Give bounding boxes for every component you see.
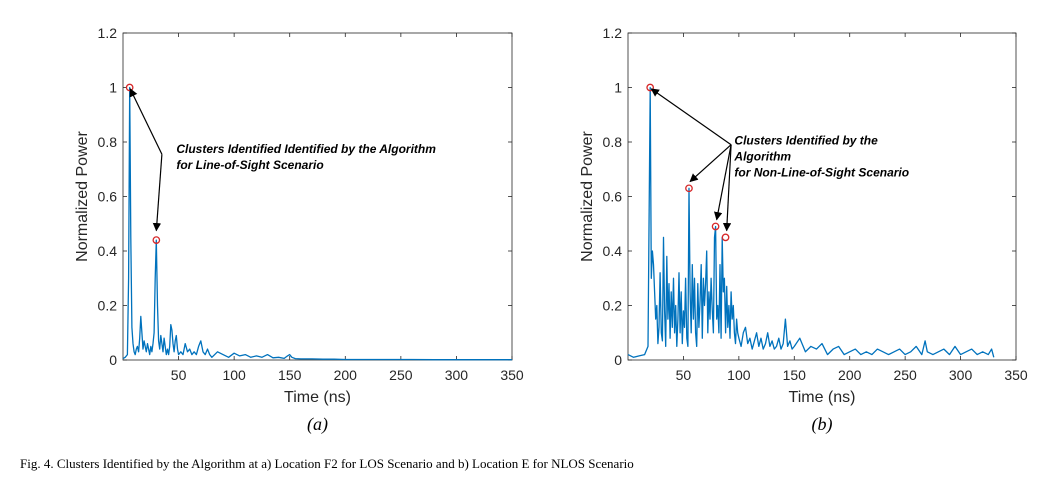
y-tick-label: 1.2 bbox=[98, 25, 118, 41]
plot-area bbox=[122, 32, 513, 361]
y-tick-label: 1 bbox=[614, 80, 622, 96]
y-axis-label: Normalized Power bbox=[579, 130, 596, 261]
x-tick-label: 50 bbox=[171, 367, 187, 383]
subfigure-label: (b) bbox=[812, 414, 833, 435]
x-tick-label: 350 bbox=[500, 367, 524, 383]
y-tick-label: 0.6 bbox=[603, 189, 623, 205]
annotation-arrow bbox=[689, 144, 732, 183]
subfigure-label: (a) bbox=[307, 414, 328, 435]
y-axis-label: Normalized Power bbox=[74, 130, 91, 261]
peak-marker bbox=[125, 83, 134, 92]
x-tick-label: 200 bbox=[334, 367, 358, 383]
y-tick-label: 0.8 bbox=[98, 134, 118, 150]
annotation-arrow bbox=[722, 144, 732, 232]
peak-marker bbox=[646, 83, 655, 92]
peak-marker bbox=[721, 233, 730, 242]
annotation-arrow bbox=[152, 154, 163, 232]
annotation-text: for Line-of-Sight Scenario bbox=[176, 158, 323, 172]
annotation-arrow bbox=[713, 144, 732, 221]
y-tick-label: 0.4 bbox=[603, 243, 623, 259]
annotation-arrow bbox=[650, 88, 732, 146]
x-axis-label: Time (ns) bbox=[789, 389, 856, 406]
y-tick-label: 0.8 bbox=[603, 134, 623, 150]
peak-marker bbox=[711, 222, 720, 231]
series-line bbox=[122, 86, 512, 361]
x-tick-label: 250 bbox=[893, 367, 917, 383]
x-axis-label: Time (ns) bbox=[284, 389, 351, 406]
x-tick-label: 50 bbox=[676, 367, 692, 383]
x-tick-label: 150 bbox=[278, 367, 302, 383]
annotation-text: Algorithm bbox=[733, 150, 791, 164]
annotation-text: Clusters Identified Identified by the Al… bbox=[176, 142, 436, 156]
y-tick-label: 0.2 bbox=[603, 298, 623, 314]
x-tick-label: 100 bbox=[727, 367, 751, 383]
x-tick-label: 100 bbox=[222, 367, 246, 383]
series-line bbox=[627, 86, 995, 358]
y-tick-label: 0.2 bbox=[98, 298, 118, 314]
chart-a: 50 100 150 200 250 300 350 0 0.2 0.4 0.6 0.8 1 1.2 Tim… bbox=[74, 25, 524, 435]
x-tick-label: 300 bbox=[445, 367, 469, 383]
y-tick-label: 0.6 bbox=[98, 189, 118, 205]
y-tick-label: 0 bbox=[614, 352, 622, 368]
x-tick-label: 200 bbox=[838, 367, 862, 383]
peak-marker bbox=[685, 184, 693, 193]
y-tick-label: 1.2 bbox=[603, 25, 623, 41]
annotation-text: for Non-Line-of-Sight Scenario bbox=[734, 166, 909, 180]
x-tick-label: 150 bbox=[783, 367, 807, 383]
annotation-arrow bbox=[129, 88, 163, 155]
x-tick-label: 350 bbox=[1004, 367, 1028, 383]
peak-marker bbox=[152, 236, 161, 244]
chart-b: 50 100 150 200 250 300 350 0 0.2 0.4 0.6 0.8 1 1.2 Tim… bbox=[579, 25, 1028, 435]
x-tick-label: 300 bbox=[949, 367, 973, 383]
x-tick-label: 250 bbox=[389, 367, 413, 383]
figure-caption: Fig. 4. Clusters Identified by the Algor… bbox=[20, 456, 634, 471]
annotation-text: Clusters Identified by the bbox=[734, 134, 878, 148]
y-tick-label: 0.4 bbox=[98, 243, 118, 259]
y-tick-label: 1 bbox=[109, 80, 117, 96]
y-tick-label: 0 bbox=[109, 352, 117, 368]
